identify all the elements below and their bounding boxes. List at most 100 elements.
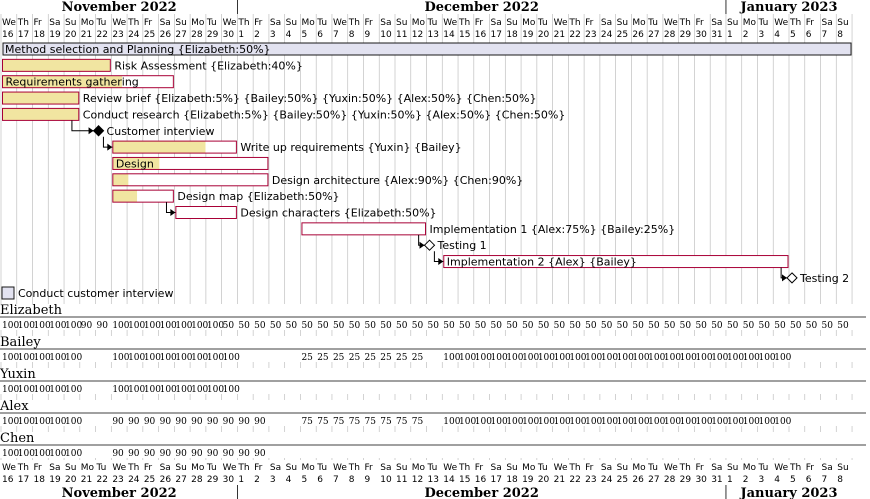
weekday-label: Sa	[822, 18, 833, 28]
weekday-label: Sa	[49, 463, 60, 473]
day-number: 4	[774, 475, 780, 485]
day-number: 23	[112, 475, 123, 485]
month-label: December 2022	[424, 0, 538, 15]
day-number: 4	[286, 30, 292, 40]
resource-load: 100	[743, 353, 760, 363]
resource-load: 90	[97, 321, 109, 331]
task-progress	[2, 75, 123, 88]
weekday-label: Th	[789, 18, 801, 28]
weekday-label: Fr	[475, 463, 484, 473]
milestone-row: Customer interview	[92, 125, 214, 138]
month-label: January 2023	[739, 486, 837, 499]
legend: Conduct customer interview	[1, 286, 173, 300]
weekday-label: Th	[348, 18, 360, 28]
weekday-label: Su	[837, 18, 848, 28]
weekday-label: Sa	[160, 18, 171, 28]
resource-load: 100	[554, 353, 571, 363]
weekday-label: We	[554, 18, 568, 28]
weekday-label: Sa	[491, 463, 502, 473]
day-number: 27	[175, 30, 186, 40]
weekday-label: Su	[727, 463, 738, 473]
weekday-label: Fr	[585, 18, 594, 28]
resource-load: 50	[364, 321, 376, 331]
resource-load: 50	[459, 321, 471, 331]
month-label: January 2023	[739, 0, 837, 15]
weekday-label: Mo	[191, 463, 205, 473]
resource-name: Bailey	[0, 335, 41, 350]
weekday-label: Mo	[743, 18, 757, 28]
month-label: December 2022	[424, 486, 538, 499]
day-number: 15	[459, 475, 470, 485]
milestone-label: Testing 2	[799, 272, 849, 285]
day-number: 7	[822, 475, 828, 485]
day-number: 26	[160, 30, 172, 40]
resource-load: 100	[554, 417, 571, 427]
resource-load: 50	[601, 321, 613, 331]
resource-load: 100	[2, 321, 19, 331]
day-number: 21	[81, 30, 92, 40]
day-number: 6	[317, 30, 323, 40]
resource-load: 100	[695, 353, 712, 363]
day-number: 28	[664, 475, 676, 485]
task-row: Requirements gathering	[2, 75, 174, 89]
day-number: 26	[160, 475, 172, 485]
day-number: 19	[522, 30, 534, 40]
milestone-row: Testing 1	[423, 239, 487, 252]
resource-load: 100	[443, 417, 460, 427]
weekday-label: Su	[65, 18, 76, 28]
resource-load: 100	[128, 385, 145, 395]
resource-load: 50	[270, 321, 282, 331]
dependency-arrow	[780, 267, 787, 282]
resource-load: 50	[648, 321, 660, 331]
day-number: 22	[569, 30, 580, 40]
weekday-label: We	[554, 463, 568, 473]
arrow-head	[438, 258, 444, 266]
weekday-label: Tu	[316, 18, 327, 28]
resource-load: 100	[191, 385, 208, 395]
day-number: 10	[380, 475, 392, 485]
task-row: Design map {Elizabeth:50%}	[112, 189, 340, 203]
resource-load: 100	[144, 385, 161, 395]
resource-load: 90	[175, 417, 187, 427]
resource-load: 100	[632, 353, 649, 363]
resource-load: 100	[160, 385, 177, 395]
resource-load: 50	[538, 321, 550, 331]
resource-load: 100	[711, 353, 728, 363]
resource-load: 100	[648, 417, 665, 427]
weekday-label: Th	[679, 18, 691, 28]
resource-load: 25	[396, 353, 408, 363]
day-number: 4	[286, 475, 292, 485]
resource-load: 100	[18, 353, 35, 363]
task-row: Design architecture {Alex:90%} {Chen:90%…	[112, 173, 523, 187]
day-number: 1	[727, 475, 733, 485]
task-bar	[2, 91, 80, 105]
resource-load: 100	[112, 385, 129, 395]
day-number: 5	[301, 475, 307, 485]
resource-load: 90	[160, 417, 172, 427]
weekday-label: Sa	[270, 463, 281, 473]
task-bar	[2, 75, 174, 89]
day-number: 18	[506, 475, 518, 485]
resource-load: 100	[112, 353, 129, 363]
day-number: 21	[554, 475, 565, 485]
weekday-label: Fr	[254, 463, 263, 473]
resource-load: 50	[475, 321, 487, 331]
resource-load: 100	[34, 417, 51, 427]
day-number: 5	[790, 475, 796, 485]
day-number: 21	[554, 30, 565, 40]
weekday-label: Su	[65, 463, 76, 473]
day-number: 29	[207, 475, 219, 485]
day-number: 7	[822, 30, 828, 40]
timeline-header-top: November 2022 December 2022 January 2023 We…	[2, 0, 849, 40]
resource-load: 100	[34, 321, 51, 331]
task-row: Conduct research {Elizabeth:5%} {Bailey:…	[2, 107, 565, 121]
day-number: 8	[837, 30, 843, 40]
weekday-label: Th	[458, 18, 470, 28]
resource-load: 50	[317, 321, 329, 331]
resource-load: 100	[160, 321, 177, 331]
weekday-label: Su	[175, 463, 186, 473]
weekday-label: Fr	[254, 18, 263, 28]
resource-load: 100	[128, 321, 145, 331]
resource-load: 100	[680, 353, 697, 363]
task-row: Design	[112, 156, 269, 170]
